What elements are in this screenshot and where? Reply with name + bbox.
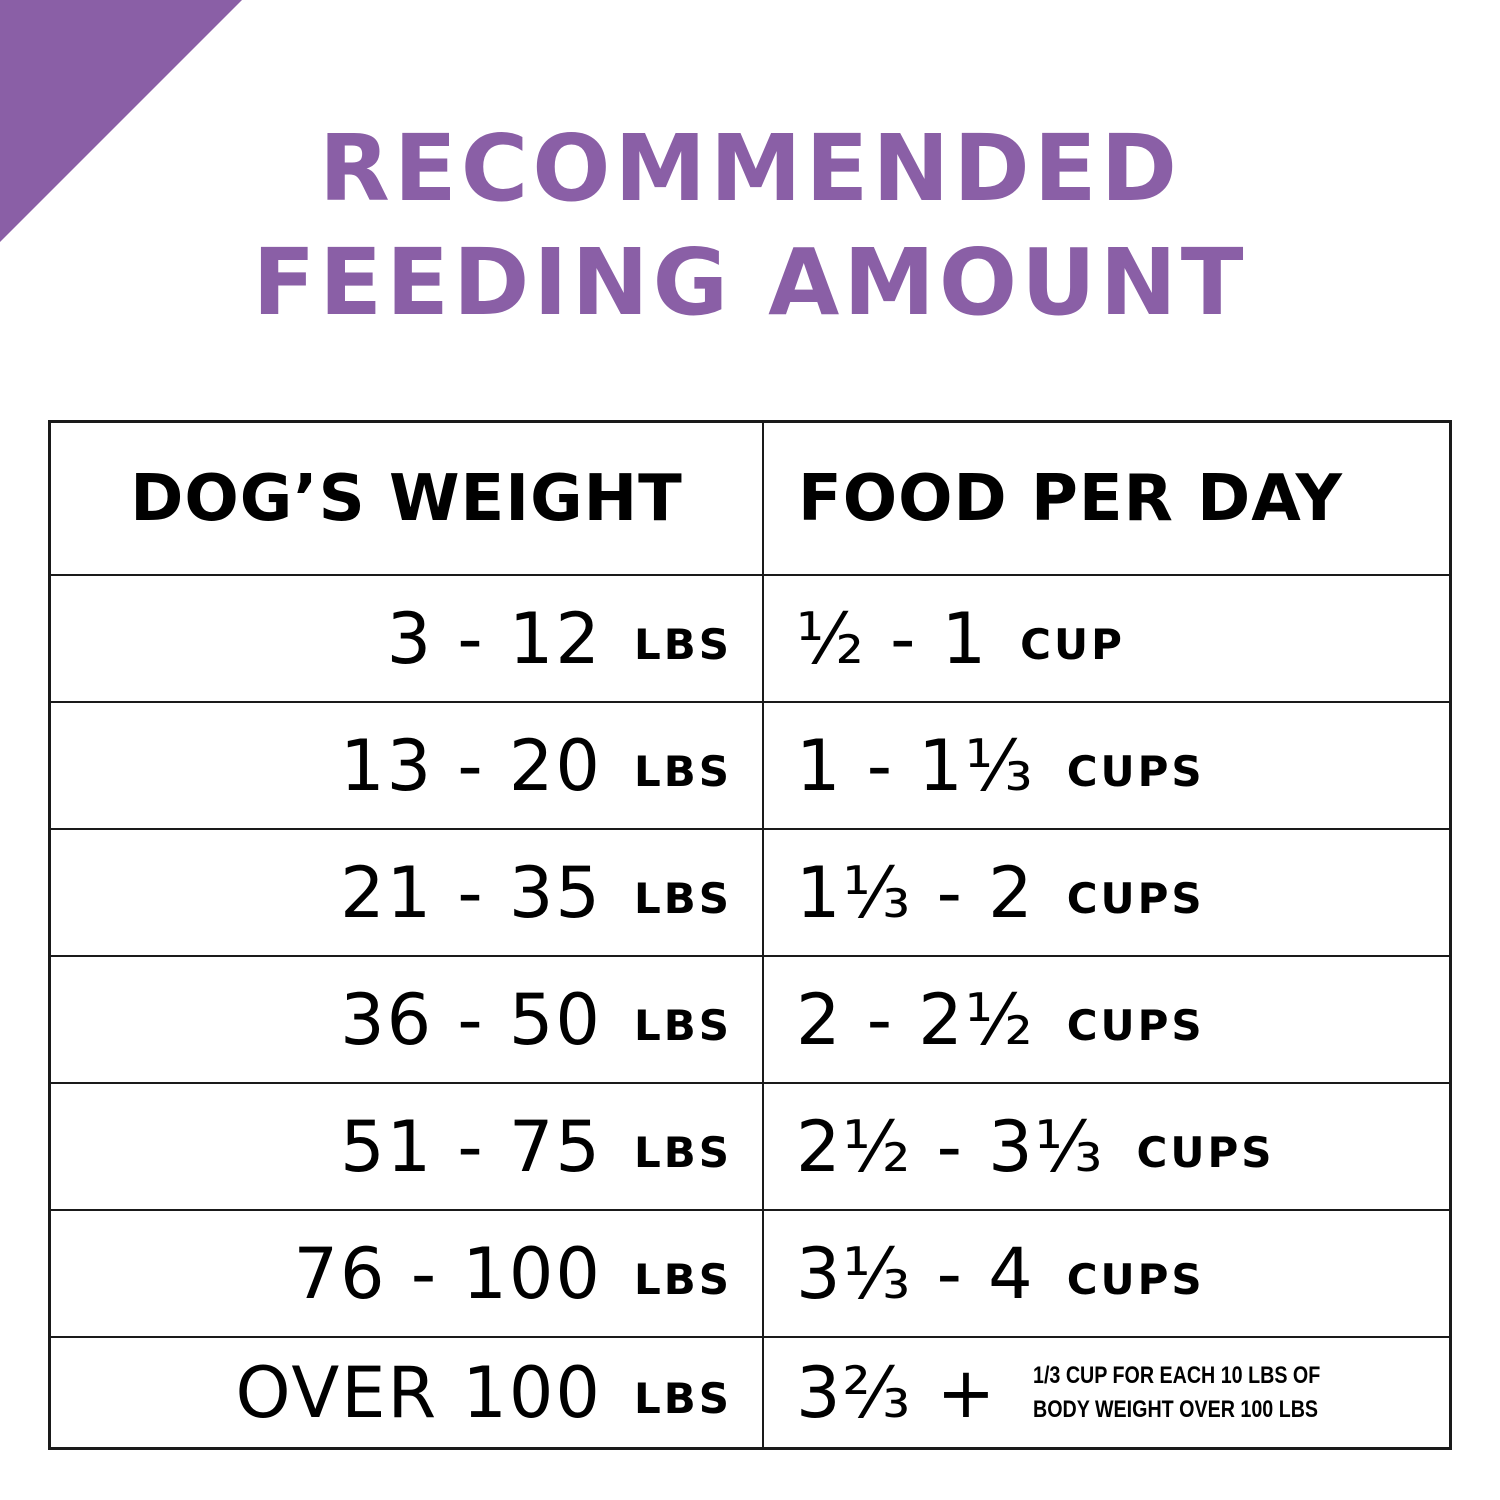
- food-amount: ½ - 1: [796, 597, 989, 680]
- weight-cell: 13 - 20 LBS: [51, 703, 764, 830]
- weight-cell-over-100: OVER 100 LBS: [51, 1338, 764, 1447]
- food-unit: CUPS: [1066, 874, 1205, 923]
- weight-cell: 51 - 75 LBS: [51, 1084, 764, 1211]
- weight-cell: 3 - 12 LBS: [51, 576, 764, 703]
- weight-cell: 21 - 35 LBS: [51, 830, 764, 957]
- food-cell: 1 - 1⅓ CUPS: [764, 703, 1449, 830]
- feeding-note-line-2: BODY WEIGHT OVER 100 LBS: [1033, 1395, 1319, 1423]
- food-amount: 2½ - 3⅓: [796, 1105, 1105, 1188]
- header-weight-cell: DOG’S WEIGHT: [51, 423, 764, 576]
- food-unit: CUPS: [1066, 747, 1205, 796]
- food-unit: CUPS: [1066, 1255, 1205, 1304]
- food-cell-over-100: 3⅔ + 1/3 CUP FOR EACH 10 LBS OF BODY WEI…: [764, 1338, 1449, 1447]
- corner-accent-triangle: [0, 0, 242, 242]
- food-cell: 1⅓ - 2 CUPS: [764, 830, 1449, 957]
- title-line-2: FEEDING AMOUNT: [252, 229, 1248, 336]
- feeding-table: DOG’S WEIGHT FOOD PER DAY 3 - 12 LBS ½ -…: [48, 420, 1452, 1450]
- weight-range: 51 - 75: [340, 1105, 602, 1188]
- weight-unit: LBS: [633, 1255, 732, 1304]
- weight-range: 36 - 50: [340, 978, 602, 1061]
- header-food: FOOD PER DAY: [798, 461, 1343, 536]
- weight-unit: LBS: [633, 620, 732, 669]
- food-unit: CUPS: [1136, 1128, 1275, 1177]
- page-title: RECOMMENDED FEEDING AMOUNT: [0, 112, 1500, 340]
- weight-unit: LBS: [633, 1001, 732, 1050]
- food-cell: 3⅓ - 4 CUPS: [764, 1211, 1449, 1338]
- food-cell: 2½ - 3⅓ CUPS: [764, 1084, 1449, 1211]
- weight-unit: LBS: [633, 1128, 732, 1177]
- food-amount: 1 - 1⅓: [796, 724, 1035, 807]
- header-food-cell: FOOD PER DAY: [764, 423, 1449, 576]
- weight-range: 13 - 20: [340, 724, 602, 807]
- weight-unit: LBS: [633, 1374, 732, 1423]
- food-amount: 3⅔ +: [796, 1351, 998, 1434]
- food-unit: CUPS: [1066, 1001, 1205, 1050]
- weight-range: 3 - 12: [386, 597, 602, 680]
- weight-range: 76 - 100: [293, 1232, 602, 1315]
- title-line-1: RECOMMENDED: [319, 115, 1181, 222]
- weight-cell: 76 - 100 LBS: [51, 1211, 764, 1338]
- food-unit: CUP: [1020, 620, 1125, 669]
- food-cell: 2 - 2½ CUPS: [764, 957, 1449, 1084]
- food-amount: 1⅓ - 2: [796, 851, 1035, 934]
- header-weight: DOG’S WEIGHT: [130, 461, 683, 536]
- food-amount: 3⅓ - 4: [796, 1232, 1035, 1315]
- food-cell: ½ - 1 CUP: [764, 576, 1449, 703]
- weight-range: 21 - 35: [340, 851, 602, 934]
- weight-range: OVER 100: [235, 1351, 602, 1434]
- weight-unit: LBS: [633, 747, 732, 796]
- weight-unit: LBS: [633, 874, 732, 923]
- weight-cell: 36 - 50 LBS: [51, 957, 764, 1084]
- feeding-note: 1/3 CUP FOR EACH 10 LBS OF BODY WEIGHT O…: [1033, 1359, 1320, 1427]
- feeding-note-line-1: 1/3 CUP FOR EACH 10 LBS OF: [1033, 1361, 1321, 1389]
- food-amount: 2 - 2½: [796, 978, 1035, 1061]
